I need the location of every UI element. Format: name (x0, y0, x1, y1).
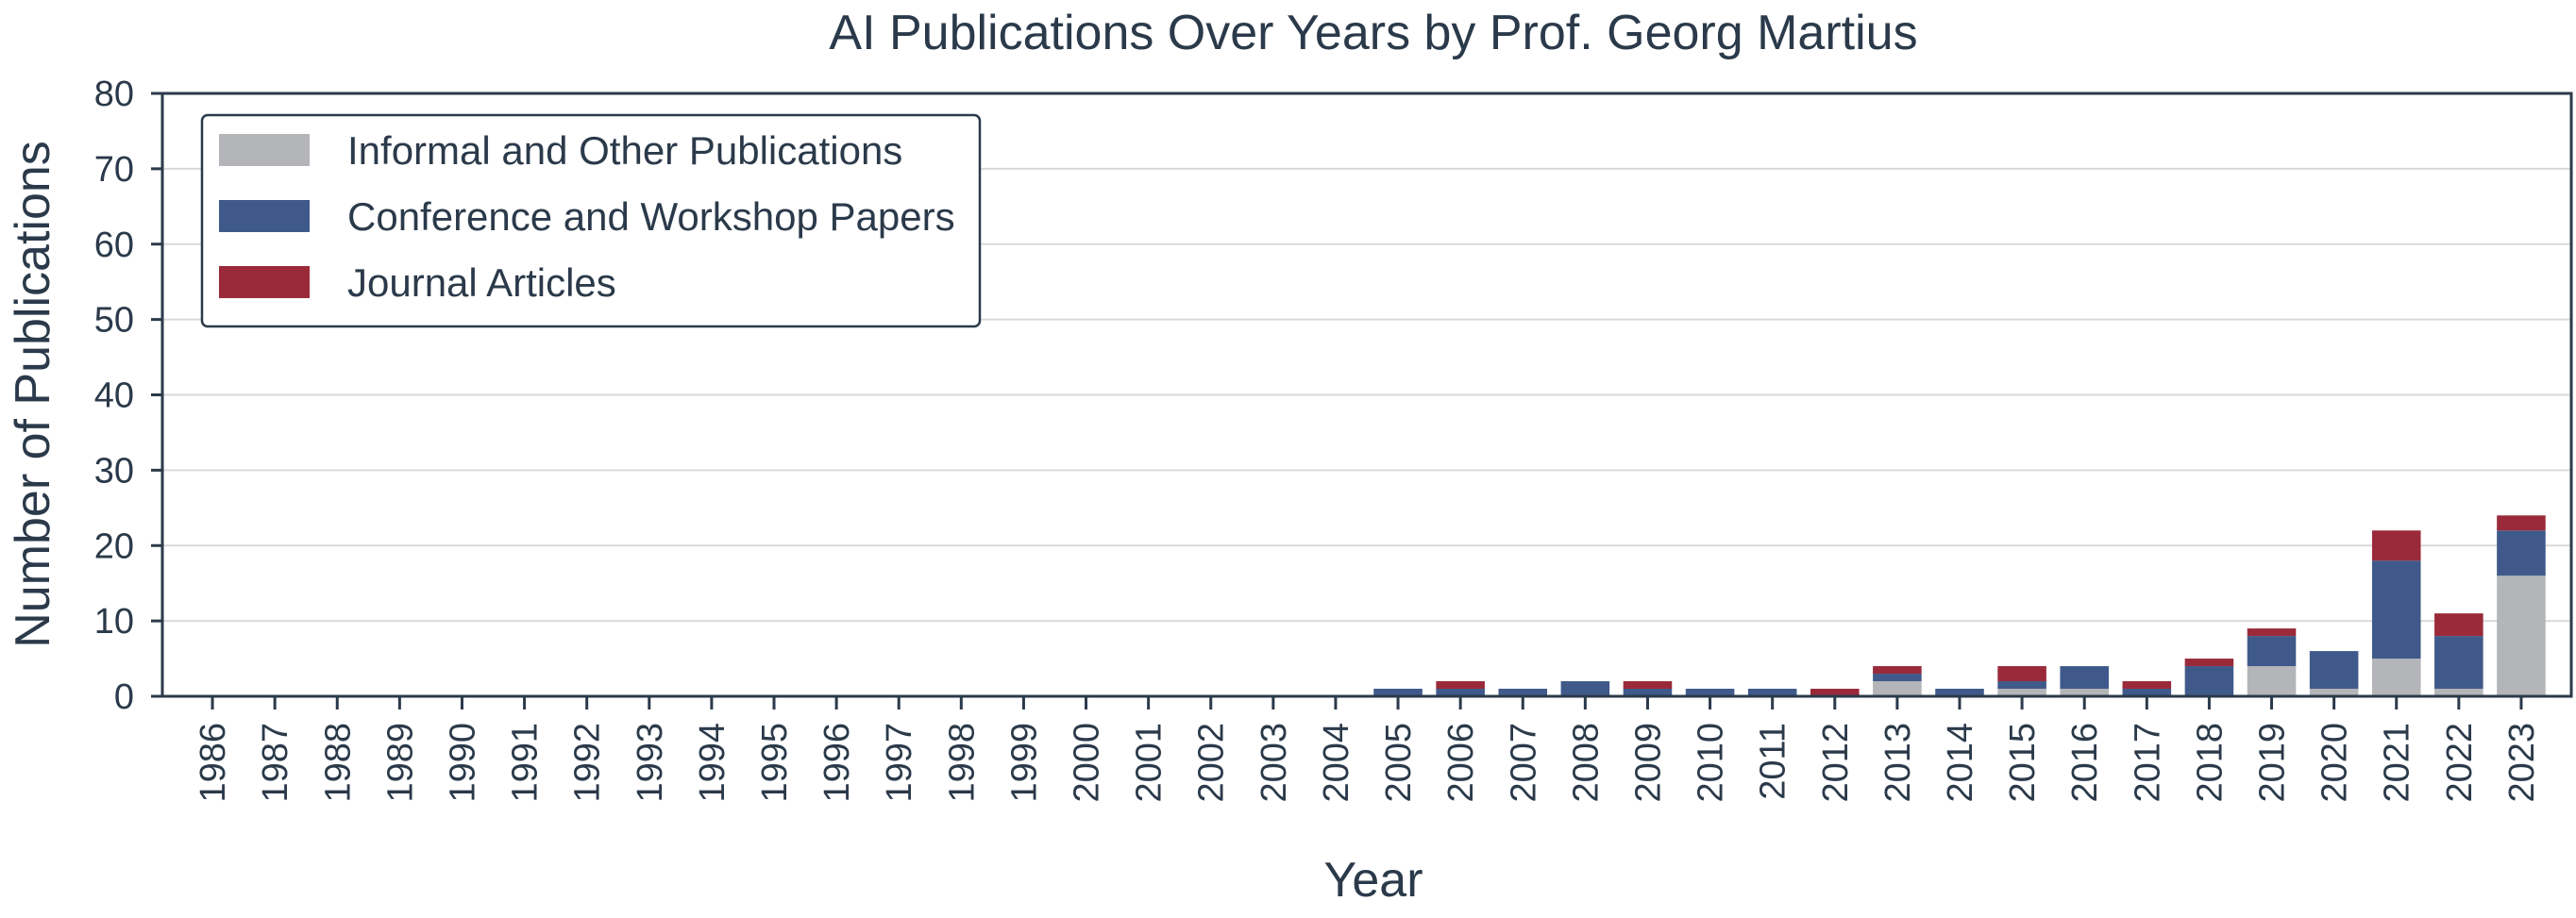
x-tick-label: 1999 (1004, 723, 1044, 803)
bar-segment (2247, 666, 2297, 696)
x-tick-label: 2018 (2190, 723, 2230, 803)
x-tick-label: 2016 (2065, 723, 2105, 803)
bar-segment (1373, 689, 1423, 696)
x-tick-label: 1992 (568, 723, 608, 803)
bar-segment (2060, 666, 2109, 690)
x-tick-label: 1991 (506, 723, 546, 803)
bar-segment (2371, 560, 2421, 659)
y-axis-ticks: 0 10 20 30 40 50 60 70 80 (94, 75, 162, 717)
x-tick-label: 2012 (1816, 723, 1856, 803)
x-tick-label: 1986 (194, 723, 233, 803)
bar-segment (1747, 689, 1797, 696)
y-tick-label: 60 (94, 225, 134, 265)
x-axis-label: Year (1323, 853, 1423, 908)
x-tick-label: 2017 (2128, 723, 2167, 803)
x-tick-label: 2022 (2440, 723, 2480, 803)
x-tick-label: 2005 (1379, 723, 1419, 803)
bar-segment (2122, 681, 2172, 690)
x-tick-label: 2009 (1628, 723, 1668, 803)
bar-segment (1873, 666, 1922, 675)
bar-segment (2497, 530, 2546, 576)
y-tick-label: 30 (94, 451, 134, 491)
legend-swatch (219, 134, 310, 166)
bar-segment (1873, 674, 1922, 682)
bar-segment (1623, 681, 1673, 690)
x-tick-label: 1987 (256, 723, 295, 803)
bar-segment (1997, 666, 2046, 682)
bar-segment (1685, 689, 1735, 696)
bar-segment (1560, 681, 1610, 696)
bar-segment (2122, 689, 2172, 696)
bars (1373, 515, 2546, 696)
bar-segment (2247, 636, 2297, 667)
x-tick-label: 2001 (1130, 723, 1170, 803)
x-tick-label: 2008 (1566, 723, 1606, 803)
x-tick-label: 2000 (1068, 723, 1107, 803)
bar-segment (1873, 681, 1922, 696)
x-tick-label: 1997 (880, 723, 919, 803)
bar-segment (1997, 689, 2046, 696)
y-tick-label: 0 (114, 677, 134, 717)
y-tick-label: 10 (94, 602, 134, 642)
x-tick-label: 2004 (1317, 723, 1356, 803)
bar-segment (2371, 659, 2421, 696)
x-tick-label: 1993 (631, 723, 670, 803)
bar-segment (1810, 689, 1860, 696)
bar-segment (1498, 689, 1548, 696)
bar-segment (2434, 636, 2483, 690)
y-axis-label: Number of Publications (6, 141, 60, 648)
x-tick-label: 1996 (817, 723, 857, 803)
bar-segment (1623, 689, 1673, 696)
bar-segment (2434, 689, 2483, 696)
legend: Informal and Other Publications Conferenc… (200, 113, 982, 328)
x-tick-label: 2013 (1878, 723, 1918, 803)
x-tick-label: 1994 (693, 723, 732, 803)
x-tick-label: 2019 (2253, 723, 2293, 803)
x-tick-label: 2003 (1254, 723, 1294, 803)
legend-label: Informal and Other Publications (347, 128, 902, 173)
y-tick-label: 20 (94, 526, 134, 566)
bar-segment (2247, 628, 2297, 637)
bar-segment (2309, 651, 2359, 690)
bar-segment (1935, 689, 1984, 696)
x-tick-label: 1998 (942, 723, 982, 803)
bar-segment (1436, 689, 1485, 696)
bar-segment (2184, 666, 2234, 696)
bar-segment (2497, 515, 2546, 531)
x-tick-label: 2015 (2003, 723, 2043, 803)
x-tick-label: 2021 (2378, 723, 2417, 803)
x-tick-label: 2002 (1192, 723, 1232, 803)
x-tick-label: 2020 (2315, 723, 2355, 803)
y-tick-label: 70 (94, 150, 134, 190)
x-tick-label: 1990 (443, 723, 482, 803)
x-tick-label: 2011 (1754, 723, 1793, 800)
x-tick-label: 2007 (1504, 723, 1543, 803)
bar-segment (2497, 576, 2546, 696)
legend-label: Conference and Workshop Papers (347, 194, 955, 239)
x-tick-label: 1989 (380, 723, 420, 803)
bar-segment (2060, 689, 2109, 696)
bar-segment (2309, 689, 2359, 696)
bar-segment (2184, 659, 2234, 667)
x-tick-label: 2006 (1441, 723, 1481, 803)
x-tick-label: 1995 (755, 723, 795, 803)
bar-segment (1436, 681, 1485, 690)
y-tick-label: 40 (94, 376, 134, 416)
chart-title: AI Publications Over Years by Prof. Geor… (829, 6, 1917, 60)
bar-segment (2371, 530, 2421, 561)
x-tick-label: 2010 (1692, 723, 1731, 803)
y-tick-label: 80 (94, 75, 134, 114)
legend-label: Journal Articles (347, 260, 616, 305)
bar-segment (2434, 613, 2483, 637)
x-tick-label: 2023 (2502, 723, 2542, 803)
legend-swatch (219, 266, 310, 298)
x-tick-label: 1988 (318, 723, 358, 803)
x-axis-ticks: 1986 1987 1988 1989 1990 1991 1992 1993 1994 1995… (194, 696, 2542, 803)
legend-box (200, 113, 982, 328)
bar-segment (1997, 681, 2046, 690)
y-tick-label: 50 (94, 301, 134, 341)
legend-swatch (219, 200, 310, 232)
x-tick-label: 2014 (1941, 723, 1980, 803)
